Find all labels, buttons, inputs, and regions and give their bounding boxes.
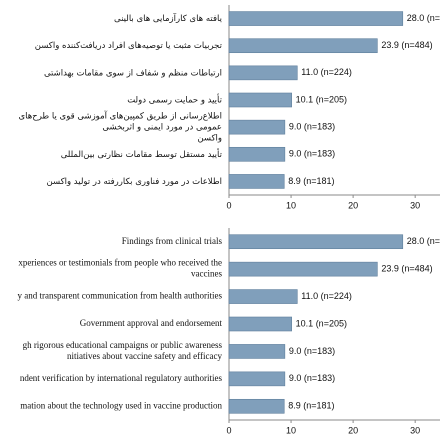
category-label: ndent verification by international regu…	[20, 373, 223, 383]
category-label: واکسن	[197, 134, 222, 144]
bar	[228, 371, 286, 387]
bar	[228, 344, 286, 359]
value-label: 8.9 (n=181)	[288, 176, 334, 186]
bar	[228, 38, 378, 54]
category-label: اطلاع‌رسانی از طریق کمپین‌های آموزشی قوی…	[19, 110, 222, 122]
x-tick-label: 30	[410, 425, 420, 435]
category-label: vaccines	[191, 269, 222, 279]
bar	[228, 316, 292, 332]
x-tick-label: 30	[410, 200, 420, 210]
x-tick-label: 10	[286, 425, 296, 435]
category-label: y and transparent communication from hea…	[18, 291, 223, 301]
bar	[228, 289, 298, 304]
x-tick-label: 0	[226, 425, 231, 435]
category-label: عمومی در مورد ایمنی و اثربخشی	[102, 123, 222, 133]
value-label: 11.0 (n=224)	[301, 291, 352, 301]
value-label: 23.9 (n=484)	[381, 40, 432, 50]
bar	[228, 119, 286, 135]
value-label: 9.0 (n=183)	[289, 149, 335, 159]
x-tick-label: 10	[286, 200, 296, 210]
value-label: 11.0 (n=224)	[301, 67, 352, 77]
value-label: 28.0 (n=	[407, 13, 440, 23]
category-label: تأیید مستقل توسط مقامات نظارتی بین‌الملل…	[61, 148, 223, 160]
category-label: یافته های کارآزمایی های بالینی	[114, 12, 223, 24]
bar	[228, 146, 286, 162]
bar	[228, 234, 404, 250]
value-label: 28.0 (n=	[407, 236, 440, 246]
value-label: 10.1 (n=205)	[296, 94, 347, 104]
value-label: 9.0 (n=183)	[289, 373, 335, 383]
value-label: 9.0 (n=183)	[289, 346, 335, 356]
category-label: اطلاعات در مورد فناوری بکاررفته در تولید…	[47, 177, 222, 187]
category-label: ارتباطات منظم و شفاف از سوی مقامات بهداش…	[44, 68, 222, 78]
bar	[228, 11, 404, 26]
bar	[228, 92, 292, 108]
category-label: تجربیات مثبت یا توصیه‌های افراد دریافت‌ک…	[35, 41, 223, 51]
bar	[228, 65, 298, 81]
x-tick-label: 20	[348, 200, 358, 210]
x-tick-label: 20	[348, 425, 358, 435]
value-label: 8.9 (n=181)	[288, 401, 334, 411]
bar	[228, 261, 378, 277]
category-label: Government approval and endorsement	[80, 318, 223, 328]
category-label: Findings from clinical trials	[122, 236, 223, 246]
category-label: xperiences or testimonials from people w…	[18, 258, 222, 268]
category-label: nitiatives about vaccine safety and effi…	[67, 351, 223, 361]
bar	[228, 398, 285, 414]
value-label: 9.0 (n=183)	[289, 122, 335, 132]
category-label: gh rigorous educational campaigns or pub…	[23, 340, 223, 350]
bar	[228, 174, 285, 189]
value-label: 10.1 (n=205)	[296, 318, 347, 328]
category-label: تأیید و حمایت رسمی دولت	[127, 94, 222, 106]
value-label: 23.9 (n=484)	[381, 264, 432, 274]
category-label: mation about the technology used in vacc…	[20, 400, 222, 410]
x-tick-label: 0	[226, 200, 231, 210]
